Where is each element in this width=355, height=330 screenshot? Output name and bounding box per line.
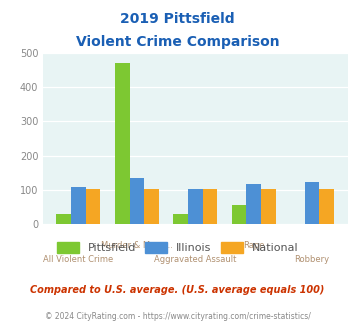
- Bar: [232, 205, 246, 224]
- Bar: [71, 187, 86, 224]
- Text: Robbery: Robbery: [295, 255, 330, 264]
- Bar: [173, 214, 188, 224]
- Bar: [56, 214, 71, 224]
- Bar: [305, 182, 320, 224]
- Bar: [130, 178, 144, 224]
- Bar: [261, 189, 275, 224]
- Bar: [203, 189, 217, 224]
- Bar: [144, 189, 159, 224]
- Text: 2019 Pittsfield: 2019 Pittsfield: [120, 12, 235, 25]
- Bar: [246, 184, 261, 224]
- Text: © 2024 CityRating.com - https://www.cityrating.com/crime-statistics/: © 2024 CityRating.com - https://www.city…: [45, 312, 310, 321]
- Text: Murder & Mans...: Murder & Mans...: [101, 241, 173, 250]
- Legend: Pittsfield, Illinois, National: Pittsfield, Illinois, National: [57, 242, 298, 253]
- Text: All Violent Crime: All Violent Crime: [43, 255, 114, 264]
- Text: Aggravated Assault: Aggravated Assault: [154, 255, 236, 264]
- Text: Violent Crime Comparison: Violent Crime Comparison: [76, 35, 279, 49]
- Bar: [115, 63, 130, 224]
- Bar: [188, 189, 203, 224]
- Text: Rape: Rape: [243, 241, 264, 250]
- Bar: [320, 189, 334, 224]
- Text: Compared to U.S. average. (U.S. average equals 100): Compared to U.S. average. (U.S. average …: [30, 285, 325, 295]
- Bar: [86, 189, 100, 224]
